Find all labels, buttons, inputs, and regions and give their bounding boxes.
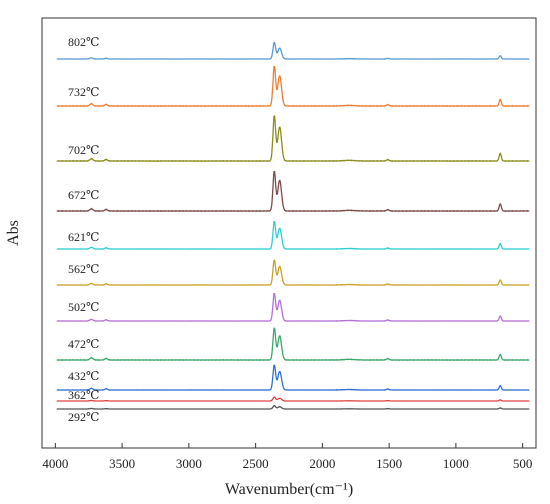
- spectrum-line-1: [56, 65, 530, 108]
- series-label: 672℃: [68, 188, 99, 202]
- x-axis-title: Wavenumber(cm⁻¹): [225, 481, 353, 498]
- series-layer: [56, 41, 530, 410]
- spectrum-line-2: [56, 115, 530, 163]
- spectrum-line-4: [56, 221, 530, 250]
- spectrum-line-10: [56, 404, 530, 410]
- spectrum-line-3: [56, 170, 530, 213]
- series-label-layer: 802℃ 732℃ 702℃ 672℃ 621℃ 562℃ 502℃ 472℃ 432℃ 362℃…: [68, 35, 99, 424]
- series-label: 292℃: [68, 410, 99, 424]
- x-tick-label: 500: [513, 456, 533, 471]
- series-label: 432℃: [68, 369, 99, 383]
- series-label: 802℃: [68, 35, 99, 49]
- series-label: 702℃: [68, 143, 99, 157]
- series-label: 562℃: [68, 262, 99, 276]
- spectrum-line-6: [56, 293, 530, 322]
- series-label: 502℃: [68, 300, 99, 314]
- y-axis-title: Abs: [5, 220, 22, 246]
- x-axis-ticks: 4000 3500 3000 2500 2000 1500 1000 500: [42, 443, 532, 471]
- spectrum-line-5: [56, 259, 530, 286]
- x-tick-label: 3000: [176, 456, 202, 471]
- spectrum-line-0: [56, 41, 530, 60]
- series-label: 621℃: [68, 230, 99, 244]
- series-label: 362℃: [68, 388, 99, 402]
- plot-area-frame: [41, 17, 537, 449]
- x-tick-label: 2000: [309, 456, 335, 471]
- spectrum-line-9: [56, 396, 530, 402]
- spectrum-line-8: [56, 364, 530, 391]
- x-tick-label: 1500: [376, 456, 402, 471]
- series-label: 732℃: [68, 85, 99, 99]
- x-tick-label: 3500: [109, 456, 135, 471]
- spectrum-line-7: [56, 327, 530, 362]
- x-tick-label: 2500: [243, 456, 269, 471]
- series-label: 472℃: [68, 337, 99, 351]
- x-tick-label: 1000: [443, 456, 469, 471]
- x-tick-label: 4000: [42, 456, 68, 471]
